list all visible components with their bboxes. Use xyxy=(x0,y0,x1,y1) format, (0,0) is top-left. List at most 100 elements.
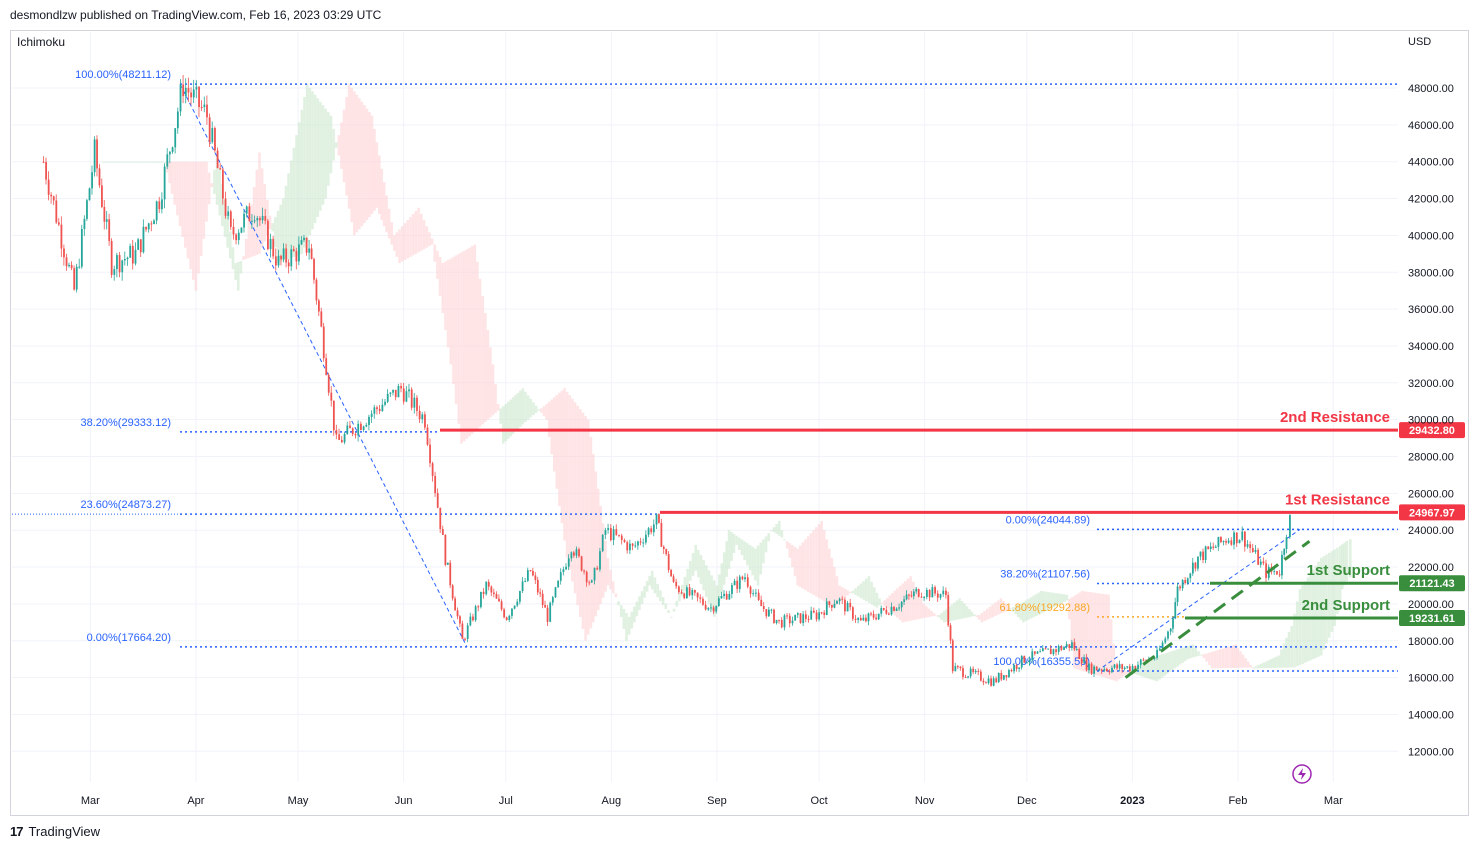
cloud-segment xyxy=(329,115,333,174)
cloud-segment xyxy=(300,109,304,254)
cloud-segment xyxy=(780,530,784,538)
candle-body xyxy=(153,220,155,225)
cloud-segment xyxy=(120,161,124,163)
candle-body xyxy=(408,389,410,392)
cloud-segment xyxy=(1311,569,1315,660)
candle-body xyxy=(1257,549,1260,565)
candle-body xyxy=(402,388,405,402)
candle-body xyxy=(416,397,418,411)
cloud-segment xyxy=(983,610,986,622)
candle-body xyxy=(516,601,519,606)
cloud-segment xyxy=(825,539,829,603)
price-axis: 48000.00 46000.00 44000.00 42000.00 40000.00… xyxy=(1408,83,1454,758)
cloud-segment xyxy=(1024,600,1028,622)
cloud-segment xyxy=(812,530,815,595)
cloud-segment xyxy=(1285,637,1288,668)
cloud-segment xyxy=(1148,658,1151,679)
candle-body xyxy=(310,248,313,259)
candle-body xyxy=(1123,667,1126,670)
cloud-segment xyxy=(645,580,649,592)
y-tick-label: 46000.00 xyxy=(1408,120,1454,132)
candle-body xyxy=(838,598,841,602)
candle-body xyxy=(888,613,890,615)
cloud-segment xyxy=(822,530,826,602)
candle-body xyxy=(449,562,452,586)
candle-body xyxy=(80,228,83,267)
candle-body xyxy=(557,580,560,588)
candle-body xyxy=(565,566,567,570)
level-price-badge xyxy=(1399,422,1465,439)
candle-body xyxy=(1241,531,1244,540)
cloud-segment xyxy=(851,590,855,594)
candle-body xyxy=(482,591,485,595)
cloud-segment xyxy=(767,533,771,542)
cloud-segment xyxy=(1194,647,1198,657)
cloud-segment xyxy=(801,542,805,589)
candle-body xyxy=(680,592,683,594)
candle-body xyxy=(290,249,293,267)
lightning-icon[interactable] xyxy=(1292,764,1312,784)
candle-body xyxy=(490,586,493,593)
cloud-segment xyxy=(460,252,463,444)
candle-body xyxy=(601,534,604,552)
candle-body xyxy=(413,397,416,408)
candle-body xyxy=(536,579,539,593)
indicator-label[interactable]: Ichimoku xyxy=(17,35,66,49)
candle-body xyxy=(1090,663,1093,674)
candle-body xyxy=(964,676,967,678)
candle-body xyxy=(1071,642,1073,648)
candle-body xyxy=(1209,546,1212,549)
cloud-segment xyxy=(499,408,502,424)
candle-body xyxy=(903,599,906,602)
candle-body xyxy=(198,86,200,108)
candle-body xyxy=(934,587,936,594)
cloud-segment xyxy=(529,398,533,418)
candle-body xyxy=(498,598,500,602)
y-tick-label: 32000.00 xyxy=(1408,378,1454,390)
candle-body xyxy=(917,589,920,597)
candle-body xyxy=(441,529,444,535)
cloud-segment xyxy=(247,221,251,258)
cloud-segment xyxy=(1037,592,1041,615)
cloud-segment xyxy=(604,540,607,592)
candle-body xyxy=(466,625,469,639)
candle-body xyxy=(222,169,224,199)
cloud-segment xyxy=(151,161,154,163)
candle-body xyxy=(251,220,253,222)
candle-body xyxy=(1005,675,1008,678)
candle-body xyxy=(590,580,593,583)
candle-body xyxy=(736,580,739,589)
candle-body xyxy=(105,219,108,222)
cloud-segment xyxy=(234,263,237,280)
level-price-badge xyxy=(1399,610,1465,627)
cloud-segment xyxy=(1202,654,1206,659)
cloud-segment xyxy=(1338,546,1342,602)
cloud-segment xyxy=(1197,651,1200,656)
cloud-segment xyxy=(1218,649,1222,669)
cloud-segment xyxy=(186,161,190,259)
cloud-segment xyxy=(170,161,174,194)
cloud-segment xyxy=(914,587,918,620)
candle-body xyxy=(330,392,333,401)
cloud-segment xyxy=(917,592,920,620)
candle-body xyxy=(1161,642,1164,649)
candle-body xyxy=(791,620,794,624)
cloud-segment xyxy=(932,613,936,617)
candle-body xyxy=(493,592,495,594)
candle-body xyxy=(757,592,760,600)
cloud-segment xyxy=(1088,592,1092,674)
cloud-segment xyxy=(1125,671,1129,674)
cloud-segment xyxy=(117,161,121,163)
candle-body xyxy=(214,128,216,151)
candle-body xyxy=(88,188,91,201)
candle-body xyxy=(1060,646,1063,650)
cloud-segment xyxy=(473,244,477,432)
cloud-segment xyxy=(1327,552,1331,638)
candle-body xyxy=(1020,655,1023,668)
candle-body xyxy=(1126,666,1129,668)
cloud-segment xyxy=(355,94,359,233)
cloud-segment xyxy=(1345,540,1349,582)
candle-body xyxy=(562,569,565,573)
candle-body xyxy=(42,161,45,163)
